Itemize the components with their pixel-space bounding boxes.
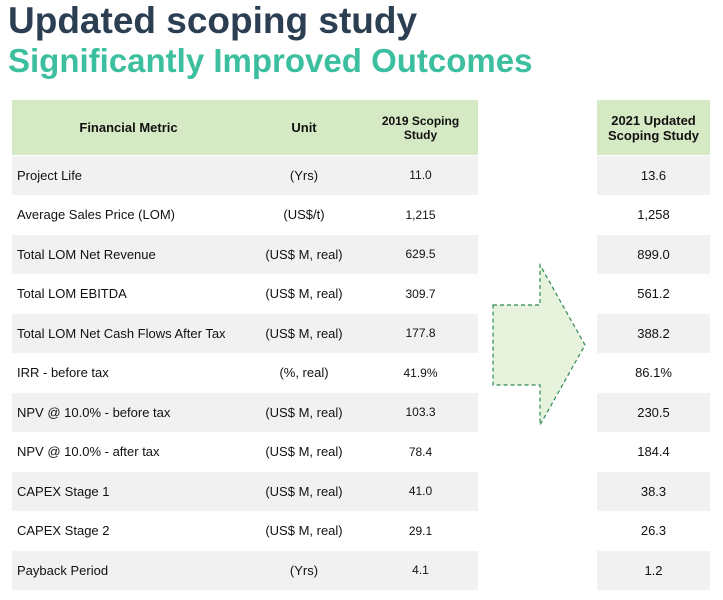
column-header: Unit: [245, 100, 363, 155]
value: 13.6: [597, 156, 710, 195]
metric: Total LOM Net Revenue: [12, 235, 245, 274]
unit: (US$ M, real): [245, 314, 363, 353]
value: 561.2: [637, 286, 670, 302]
arrow: [492, 262, 586, 428]
metric: Payback Period: [12, 551, 245, 590]
unit: (US$ M, real): [265, 523, 343, 539]
value: 4.1: [363, 551, 478, 590]
value: 177.8: [363, 314, 478, 353]
value: 38.3: [597, 472, 710, 511]
value: 1,258: [637, 207, 670, 223]
metric: Total LOM Net Cash Flows After Tax: [12, 314, 245, 353]
metric: NPV @ 10.0% - after tax: [17, 444, 160, 460]
metric: Total LOM EBITDA: [17, 286, 127, 302]
value: 103.3: [363, 393, 478, 432]
value: 899.0: [597, 235, 710, 274]
subtitle: Significantly Improved Outcomes: [8, 42, 533, 79]
metric: IRR - before tax: [17, 365, 109, 381]
unit: (US$ M, real): [245, 235, 363, 274]
unit: (US$/t): [283, 207, 325, 223]
unit: (%, real): [279, 365, 329, 381]
unit: (US$ M, real): [265, 444, 343, 460]
unit: (Yrs): [245, 156, 363, 195]
column-header: Financial Metric: [12, 100, 245, 155]
value: 1,215: [405, 207, 436, 222]
value: 41.0: [363, 472, 478, 511]
metric: CAPEX Stage 1: [12, 472, 245, 511]
metric: Average Sales Price (LOM): [17, 207, 175, 223]
column-header: 2021 Updated Scoping Study: [597, 100, 710, 155]
unit: (US$ M, real): [245, 472, 363, 511]
header-text: 2019 Scoping Study: [381, 113, 460, 142]
value: 388.2: [597, 314, 710, 353]
value: 11.0: [363, 156, 478, 195]
title: Updated scoping study: [8, 0, 418, 41]
unit: (Yrs): [245, 551, 363, 590]
header-text: 2021 Updated Scoping Study: [608, 112, 699, 143]
value: 86.1%: [635, 365, 672, 381]
unit: (US$ M, real): [245, 393, 363, 432]
metric: CAPEX Stage 2: [17, 523, 110, 539]
metric: NPV @ 10.0% - before tax: [12, 393, 245, 432]
value: 26.3: [640, 523, 667, 539]
column-header: 2019 Scoping Study: [363, 100, 478, 155]
value: 1.2: [597, 551, 710, 590]
value: 309.7: [405, 286, 436, 301]
value: 29.1: [408, 523, 433, 538]
value: 230.5: [597, 393, 710, 432]
value: 184.4: [637, 444, 670, 460]
metric: Project Life: [12, 156, 245, 195]
value: 41.9%: [403, 365, 438, 380]
unit: (US$ M, real): [265, 286, 343, 302]
value: 78.4: [408, 444, 433, 459]
value: 629.5: [363, 235, 478, 274]
